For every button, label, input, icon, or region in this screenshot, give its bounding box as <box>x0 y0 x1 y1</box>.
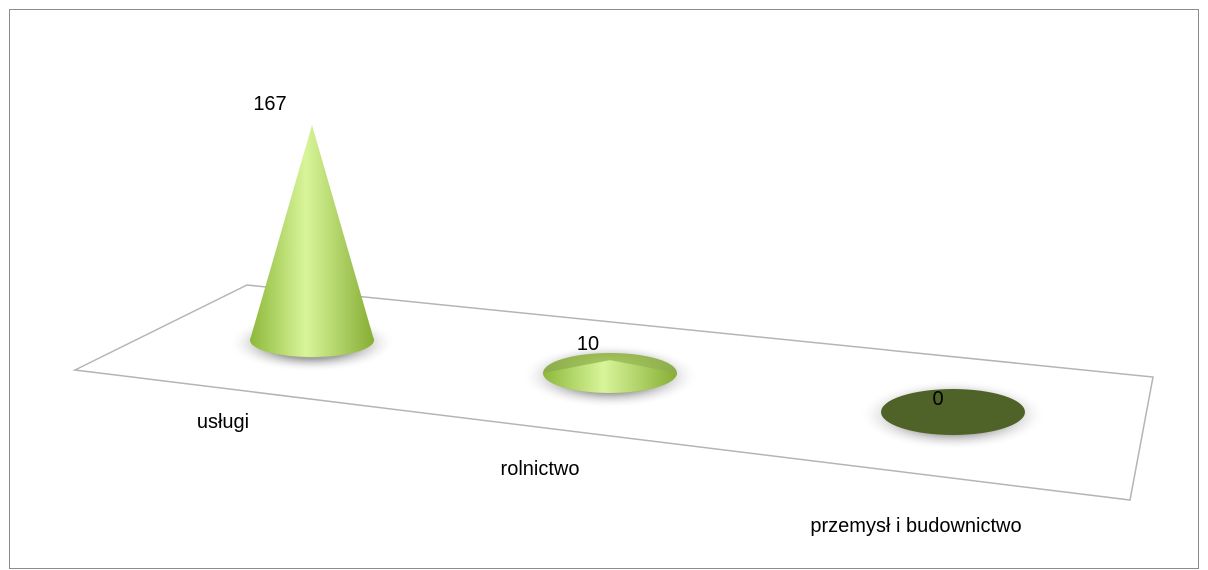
data-label-rolnictwo: 10 <box>577 333 599 355</box>
chart-frame <box>9 9 1199 569</box>
bar-cone-uslugi <box>250 125 374 357</box>
data-label-uslugi: 167 <box>253 93 286 115</box>
chart-floor <box>72 284 1154 501</box>
bar-base-przemysl <box>881 389 1025 435</box>
category-label-uslugi: usługi <box>197 411 249 433</box>
category-label-rolnictwo: rolnictwo <box>501 458 580 480</box>
bar-cone-rolnictwo <box>543 360 677 393</box>
category-label-przemysl: przemysł i budownictwo <box>810 515 1021 537</box>
data-label-przemysl: 0 <box>932 388 943 410</box>
